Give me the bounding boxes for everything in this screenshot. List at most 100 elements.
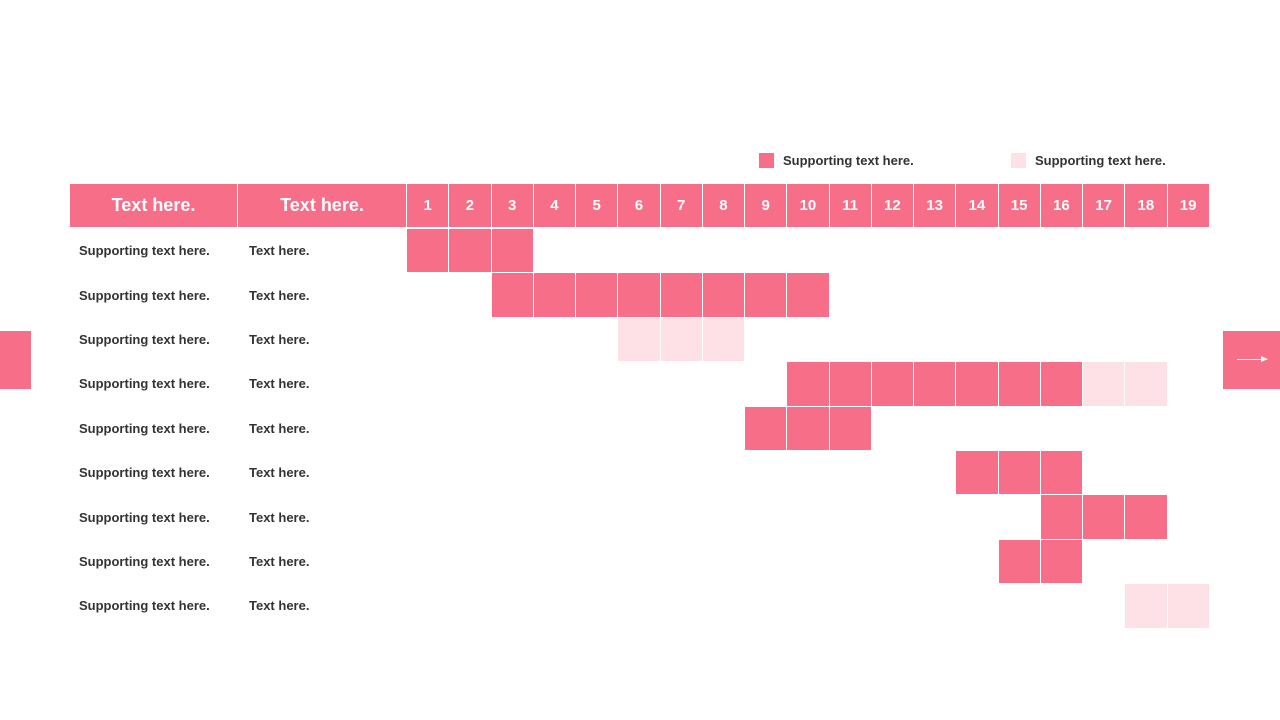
- bar-segment-secondary: [618, 317, 660, 362]
- empty-cell: [956, 495, 997, 538]
- header-day-1: 1: [407, 184, 449, 227]
- header-col-detail: Text here.: [238, 184, 406, 227]
- header-col-task: Text here.: [70, 184, 237, 227]
- empty-cell: [576, 540, 617, 583]
- empty-cell: [618, 584, 659, 627]
- empty-cell: [492, 584, 533, 627]
- empty-cell: [661, 407, 702, 450]
- bar-segment-primary: [998, 362, 1040, 406]
- row-sublabel: Text here.: [249, 331, 310, 347]
- empty-cell: [956, 229, 997, 272]
- empty-cell: [787, 540, 828, 583]
- empty-cell: [492, 318, 533, 361]
- header-day-6: 6: [618, 184, 660, 227]
- empty-cell: [956, 540, 997, 583]
- empty-cell: [703, 540, 744, 583]
- legend-swatch-primary: [759, 153, 774, 168]
- empty-cell: [407, 584, 448, 627]
- row-sublabel: Text here.: [249, 243, 310, 259]
- empty-cell: [534, 318, 575, 361]
- empty-cell: [1041, 407, 1082, 450]
- empty-cell: [576, 407, 617, 450]
- empty-cell: [449, 273, 490, 316]
- empty-cell: [1125, 229, 1166, 272]
- empty-cell: [872, 540, 913, 583]
- header-day-17: 17: [1083, 184, 1125, 227]
- table-row: Supporting text here. Text here.: [70, 584, 1209, 628]
- bar-segment-primary: [660, 273, 702, 317]
- header-day-9: 9: [745, 184, 787, 227]
- bar-segment-primary: [914, 362, 956, 406]
- empty-cell: [407, 540, 448, 583]
- empty-cell: [703, 362, 744, 405]
- empty-cell: [745, 495, 786, 538]
- next-slide-button[interactable]: [1223, 331, 1280, 389]
- empty-cell: [1168, 495, 1209, 538]
- empty-cell: [872, 229, 913, 272]
- empty-cell: [745, 362, 786, 405]
- empty-cell: [661, 362, 702, 405]
- row-label: Supporting text here.: [79, 553, 210, 569]
- header-day-13: 13: [914, 184, 956, 227]
- empty-cell: [703, 495, 744, 538]
- empty-cell: [830, 451, 871, 494]
- header-day-4: 4: [533, 184, 575, 227]
- empty-cell: [1083, 584, 1124, 627]
- empty-cell: [534, 540, 575, 583]
- table-row: Supporting text here. Text here.: [70, 539, 1209, 584]
- empty-cell: [492, 407, 533, 450]
- empty-cell: [1083, 318, 1124, 361]
- empty-cell: [618, 451, 659, 494]
- empty-cell: [1125, 273, 1166, 316]
- empty-cell: [787, 451, 828, 494]
- arrow-right-icon: [1237, 356, 1268, 362]
- empty-cell: [534, 584, 575, 627]
- empty-cell: [1083, 273, 1124, 316]
- bar-segment-primary: [407, 229, 449, 273]
- bar-segment-secondary: [660, 317, 702, 362]
- empty-cell: [872, 451, 913, 494]
- empty-cell: [956, 584, 997, 627]
- empty-cell: [534, 229, 575, 272]
- header-day-16: 16: [1040, 184, 1082, 227]
- header-day-8: 8: [702, 184, 744, 227]
- empty-cell: [492, 451, 533, 494]
- row-label: Supporting text here.: [79, 376, 210, 392]
- empty-cell: [449, 318, 490, 361]
- row-label: Supporting text here.: [79, 243, 210, 259]
- empty-cell: [1041, 229, 1082, 272]
- empty-cell: [787, 318, 828, 361]
- row-sublabel: Text here.: [249, 553, 310, 569]
- gantt-header-row: Text here. Text here. 1 2 3 4 5 6 7 8 9 10 11 12 13 1…: [70, 184, 1209, 227]
- header-day-11: 11: [829, 184, 871, 227]
- row-label: Supporting text here.: [79, 331, 210, 347]
- table-row: Supporting text here. Text here.: [70, 406, 1209, 450]
- empty-cell: [534, 451, 575, 494]
- legend-label-primary: Supporting text here.: [783, 153, 914, 168]
- bar-segment-primary: [956, 450, 998, 495]
- header-day-19: 19: [1167, 184, 1209, 227]
- row-label: Supporting text here.: [79, 287, 210, 303]
- empty-cell: [956, 273, 997, 316]
- empty-cell: [787, 584, 828, 627]
- empty-cell: [1168, 273, 1209, 316]
- empty-cell: [534, 407, 575, 450]
- row-label: Supporting text here.: [79, 509, 210, 525]
- empty-cell: [703, 584, 744, 627]
- empty-cell: [661, 451, 702, 494]
- legend-label-secondary: Supporting text here.: [1035, 153, 1166, 168]
- empty-cell: [407, 407, 448, 450]
- legend-item-secondary: Supporting text here.: [1011, 153, 1166, 168]
- legend-swatch-secondary: [1011, 153, 1026, 168]
- empty-cell: [830, 540, 871, 583]
- previous-slide-tab[interactable]: [0, 331, 31, 389]
- table-row: Supporting text here. Text here.: [70, 229, 1209, 273]
- empty-cell: [576, 584, 617, 627]
- header-day-10: 10: [787, 184, 829, 227]
- empty-cell: [661, 495, 702, 538]
- empty-cell: [618, 540, 659, 583]
- row-sublabel: Text here.: [249, 598, 310, 614]
- empty-cell: [872, 318, 913, 361]
- bar-segment-primary: [533, 273, 575, 317]
- empty-cell: [449, 407, 490, 450]
